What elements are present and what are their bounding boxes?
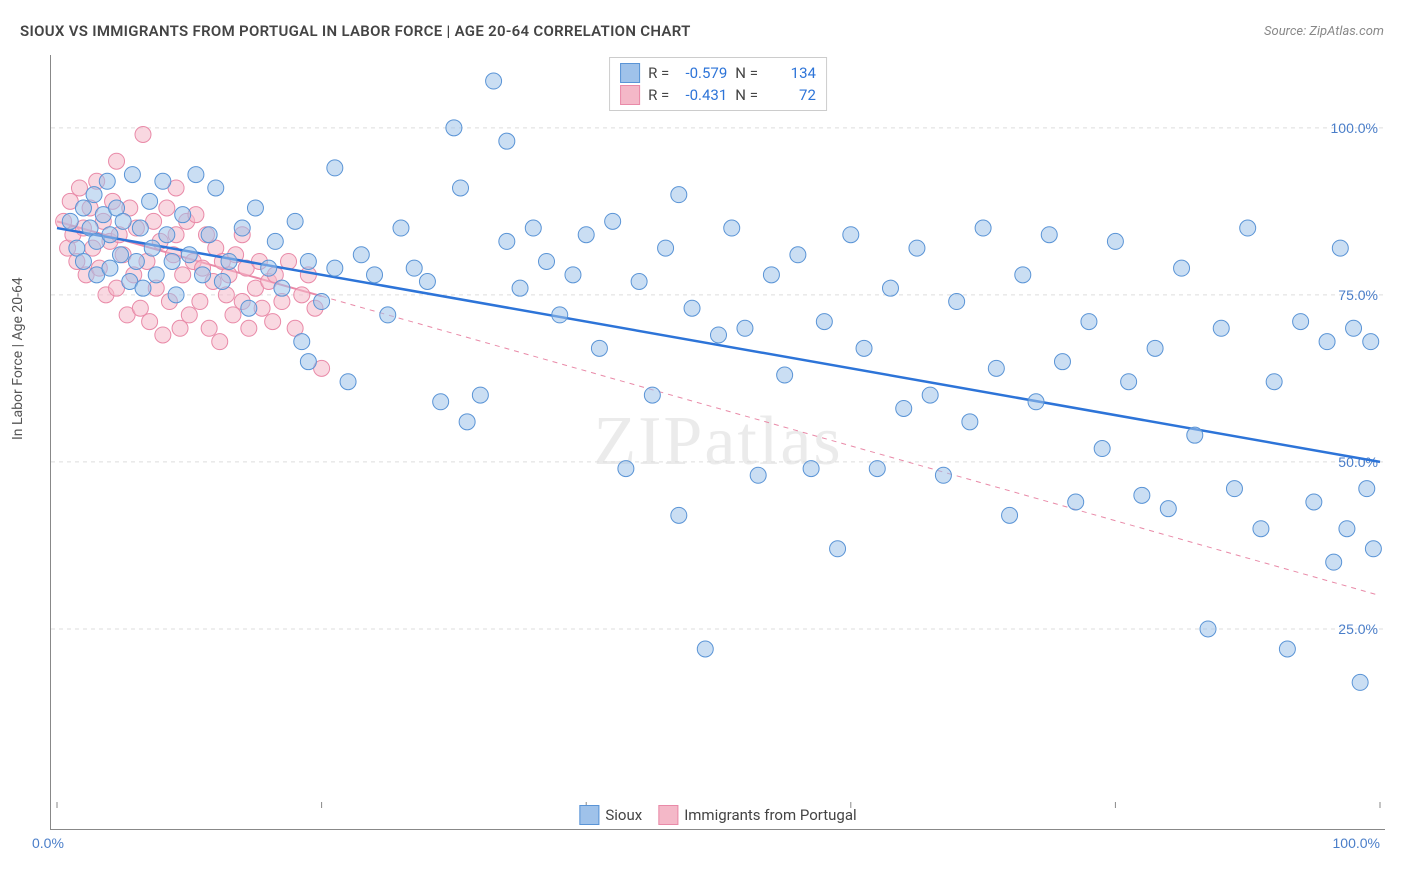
svg-text:100.0%: 100.0%	[1333, 835, 1380, 851]
svg-text:0.0%: 0.0%	[32, 835, 64, 851]
svg-text:75.0%: 75.0%	[1338, 287, 1378, 303]
plot-svg: 25.0%50.0%75.0%100.0%0.0%100.0%	[51, 55, 1385, 829]
legend-swatch-portugal	[658, 805, 678, 825]
chart-container: SIOUX VS IMMIGRANTS FROM PORTUGAL IN LAB…	[0, 0, 1406, 892]
svg-text:25.0%: 25.0%	[1338, 621, 1378, 637]
series-legend: Sioux Immigrants from Portugal	[579, 805, 856, 825]
svg-text:100.0%: 100.0%	[1331, 120, 1378, 136]
legend-label-portugal: Immigrants from Portugal	[684, 806, 856, 824]
legend-item-sioux: Sioux	[579, 805, 642, 825]
plot-area: ZIPatlas R = -0.579 N = 134 R = -0.431 N…	[50, 55, 1385, 830]
legend-label-sioux: Sioux	[605, 806, 642, 824]
chart-title: SIOUX VS IMMIGRANTS FROM PORTUGAL IN LAB…	[20, 22, 691, 40]
source-attribution: Source: ZipAtlas.com	[1264, 24, 1384, 39]
legend-swatch-sioux	[579, 805, 599, 825]
legend-item-portugal: Immigrants from Portugal	[658, 805, 856, 825]
y-axis-label: In Labor Force | Age 20-64	[10, 277, 26, 440]
